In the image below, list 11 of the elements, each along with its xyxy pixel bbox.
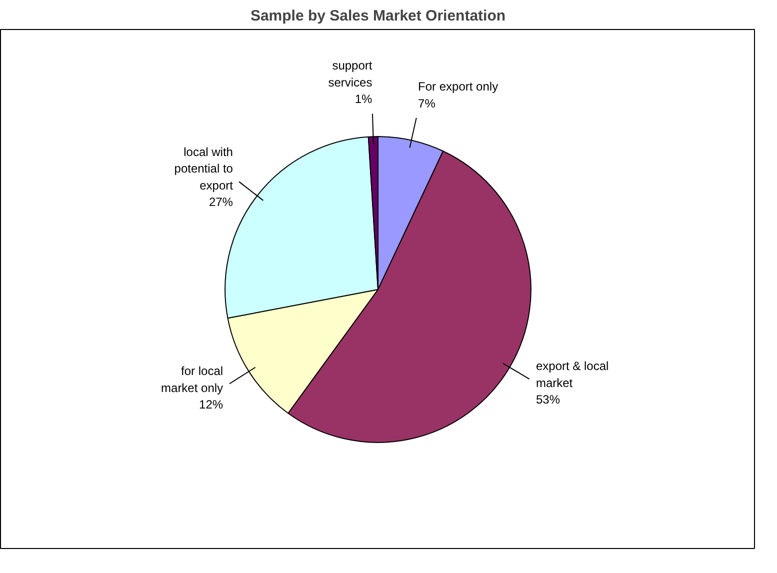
- data-label: 27%: [208, 195, 234, 210]
- data-label: 7%: [418, 96, 436, 110]
- slice-label: local with potential to export: [174, 144, 234, 192]
- slice-label: support services: [328, 58, 373, 90]
- slice-label: For export only: [418, 80, 498, 94]
- data-label: 12%: [199, 398, 224, 412]
- data-label: 53%: [536, 392, 560, 407]
- slice-label: export & local market: [536, 359, 609, 390]
- chart-title: Sample by Sales Market Orientation: [250, 8, 506, 24]
- data-label: 1%: [354, 92, 373, 106]
- slice-label: for local market only: [161, 364, 224, 395]
